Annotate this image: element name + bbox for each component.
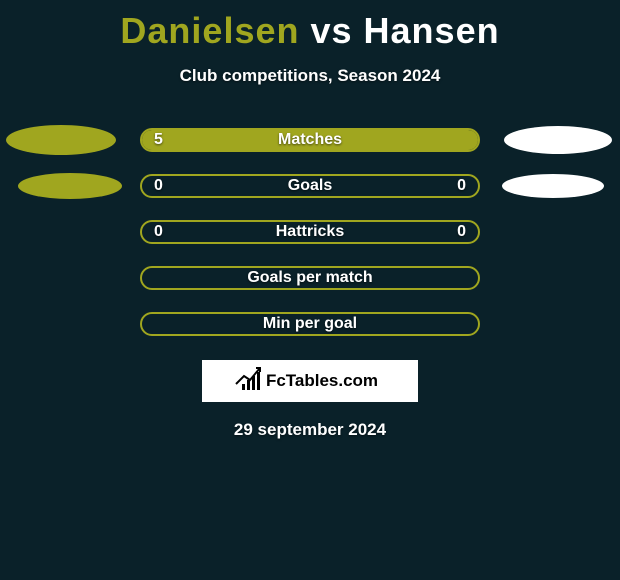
stat-row: 0 Hattricks 0 [0,220,620,244]
stat-row: Min per goal [0,312,620,336]
date-label: 29 september 2024 [234,420,386,440]
vs-text: vs [299,10,363,51]
player1-marker [18,173,122,199]
stat-bar: Min per goal [140,312,480,336]
stat-value-right: 0 [457,223,466,241]
stat-label: Goals per match [247,269,372,287]
brand-box[interactable]: FcTables.com [202,360,418,402]
player2-marker [502,174,604,198]
stat-value-left: 0 [154,223,163,241]
player1-name: Danielsen [120,10,299,51]
stat-value-right: 0 [457,177,466,195]
brand-label: FcTables.com [266,371,378,391]
comparison-title: Danielsen vs Hansen [120,10,499,52]
stats-area: 5 Matches 0 Goals 0 0 Hattricks 0 Goals per matc… [0,128,620,336]
stat-label: Hattricks [276,223,344,241]
player1-marker [6,125,116,155]
player2-marker [504,126,612,154]
stat-bar: 0 Goals 0 [140,174,480,198]
stat-label: Goals [288,177,332,195]
chart-icon [242,372,260,390]
stat-label: Min per goal [263,315,357,333]
stat-row: Goals per match [0,266,620,290]
stat-bar: 5 Matches [140,128,480,152]
stat-row: 5 Matches [0,128,620,152]
stat-bar: 0 Hattricks 0 [140,220,480,244]
stat-row: 0 Goals 0 [0,174,620,198]
stat-value-left: 0 [154,177,163,195]
stat-label: Matches [278,131,342,149]
player2-name: Hansen [364,10,500,51]
stat-bar: Goals per match [140,266,480,290]
stat-value-left: 5 [154,131,163,149]
subtitle: Club competitions, Season 2024 [180,66,441,86]
